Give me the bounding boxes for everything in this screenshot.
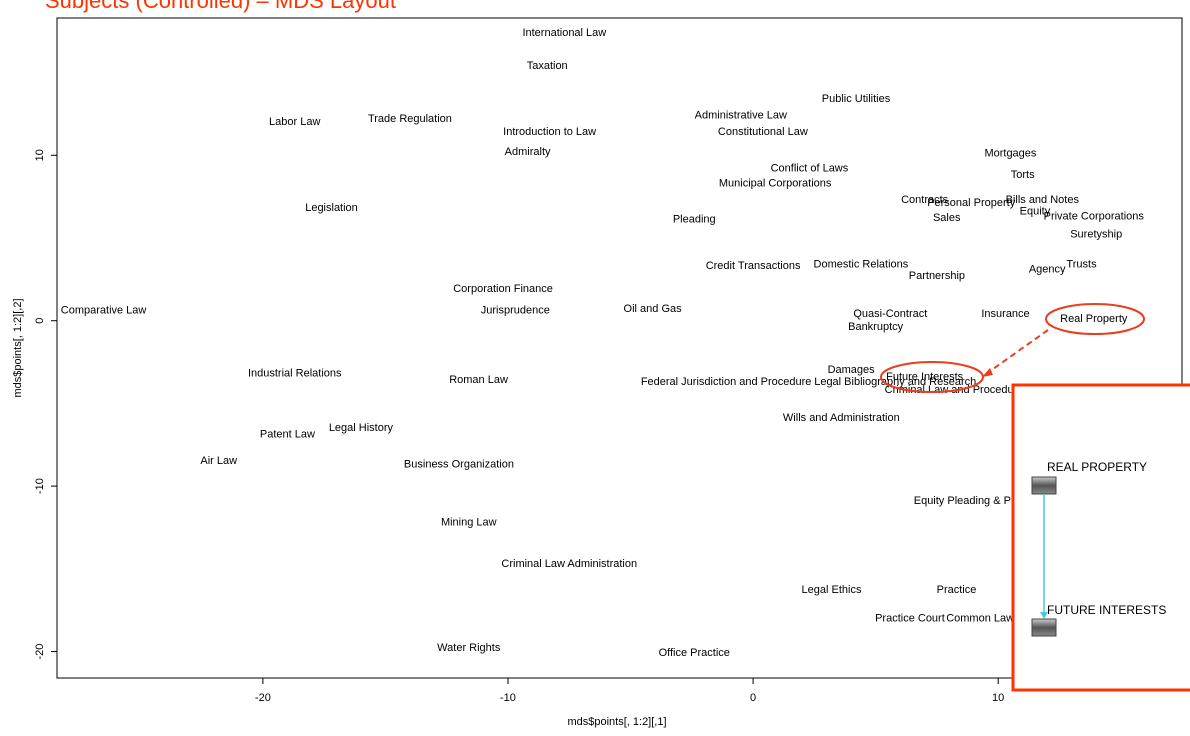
arrow-line xyxy=(985,329,1049,375)
node-icon xyxy=(1031,476,1057,495)
point-label: Agency xyxy=(1029,263,1066,275)
y-tick-label: -10 xyxy=(34,478,46,494)
point-label: Roman Law xyxy=(449,374,508,386)
x-tick-label: -20 xyxy=(255,692,271,704)
point-label: Domestic Relations xyxy=(814,258,909,270)
point-label: Patent Law xyxy=(260,429,315,441)
point-label: Air Law xyxy=(200,455,237,467)
point-label: Bills and Notes xyxy=(1006,194,1080,206)
points: International Law Taxation Public Utilitie… xyxy=(61,27,1145,659)
point-label: Public Utilities xyxy=(822,93,891,105)
point-label: Legislation xyxy=(305,202,358,214)
inset-box xyxy=(1011,383,1190,692)
highlight-ellipse xyxy=(1045,303,1145,335)
point-label: Trade Regulation xyxy=(368,113,452,125)
y-tick-label: 0 xyxy=(34,318,46,324)
point-label: Office Practice xyxy=(659,647,730,659)
chart-title: Subjects (Controlled) – MDS Layout xyxy=(45,0,396,13)
plot-frame xyxy=(56,17,1183,679)
point-label: Labor Law xyxy=(269,116,320,128)
x-tick-label: 10 xyxy=(992,692,1004,704)
point-label: Legal Bibliography and Research xyxy=(814,376,976,388)
point-label: Credit Transactions xyxy=(706,260,801,272)
point-label: Personal Property xyxy=(927,197,1016,209)
point-label: Trusts xyxy=(1066,258,1097,270)
point-label: Industrial Relations xyxy=(248,368,342,380)
point-label: Introduction to Law xyxy=(503,126,596,138)
point-label: Oil and Gas xyxy=(624,303,683,315)
point-label: Conflict of Laws xyxy=(771,162,849,174)
point-label: Administrative Law xyxy=(695,110,787,122)
point-label: Damages xyxy=(828,364,876,376)
point-label: Contracts xyxy=(901,194,949,206)
point-label: Mortgages xyxy=(984,148,1036,160)
point-label: Legal History xyxy=(329,422,394,434)
point-label: Water Rights xyxy=(437,642,501,654)
y-tick-label: -20 xyxy=(34,644,46,660)
point-label: Criminal Law Administration xyxy=(501,558,637,570)
point-label: Real Property xyxy=(1060,313,1128,325)
point-label: Jurisprudence xyxy=(481,305,550,317)
point-label: International Law xyxy=(522,27,606,39)
point-label: Suretyship xyxy=(1070,229,1122,241)
point-label: Business Organization xyxy=(404,459,514,471)
highlight-ellipse xyxy=(880,361,984,393)
point-label: Torts xyxy=(1011,169,1035,181)
edge-head xyxy=(1040,612,1048,619)
y-axis-label: mds$points[, 1:2][,2] xyxy=(12,298,24,397)
point-label: Wills and Administration xyxy=(783,412,900,424)
point-label: Taxation xyxy=(527,60,568,72)
point-label: Admiralty xyxy=(505,146,551,158)
arrow-head xyxy=(982,368,993,377)
point-label: Municipal Corporations xyxy=(719,177,832,189)
point-label: Partnership xyxy=(909,270,965,282)
point-label: Mining Law xyxy=(441,516,497,528)
point-label: Quasi-Contract xyxy=(853,308,927,320)
point-label: Constitutional Law xyxy=(718,126,808,138)
point-label: Federal Jurisdiction and Procedure xyxy=(641,376,812,388)
point-label: Insurance xyxy=(981,308,1029,320)
point-label: Bankruptcy xyxy=(848,321,904,333)
point-label: Sales xyxy=(933,212,961,224)
point-label: Corporation Finance xyxy=(453,283,553,295)
point-label: Equity xyxy=(1020,205,1051,217)
point-label: Practice Court xyxy=(875,612,945,624)
point-label: Comparative Law xyxy=(61,305,147,317)
point-label: Private Corporations xyxy=(1044,210,1145,222)
point-label: Pleading xyxy=(673,214,716,226)
point-label: Equity Pleading & Practice xyxy=(914,495,1044,507)
point-label: Practice xyxy=(937,584,977,596)
node-label: REAL PROPERTY xyxy=(1047,460,1147,474)
node-icon xyxy=(1031,618,1057,637)
point-label: Future Interests xyxy=(886,371,964,383)
point-label: Legal Ethics xyxy=(802,584,862,596)
node-label: FUTURE INTERESTS xyxy=(1047,603,1166,617)
inset-panel: REAL PROPERTY FUTURE INTERESTS xyxy=(1011,383,1190,692)
x-tick-label: -10 xyxy=(500,692,516,704)
x-axis-label: mds$points[, 1:2][,1] xyxy=(567,716,666,728)
x-tick-label: 0 xyxy=(750,692,756,704)
y-tick-label: 10 xyxy=(34,149,46,161)
